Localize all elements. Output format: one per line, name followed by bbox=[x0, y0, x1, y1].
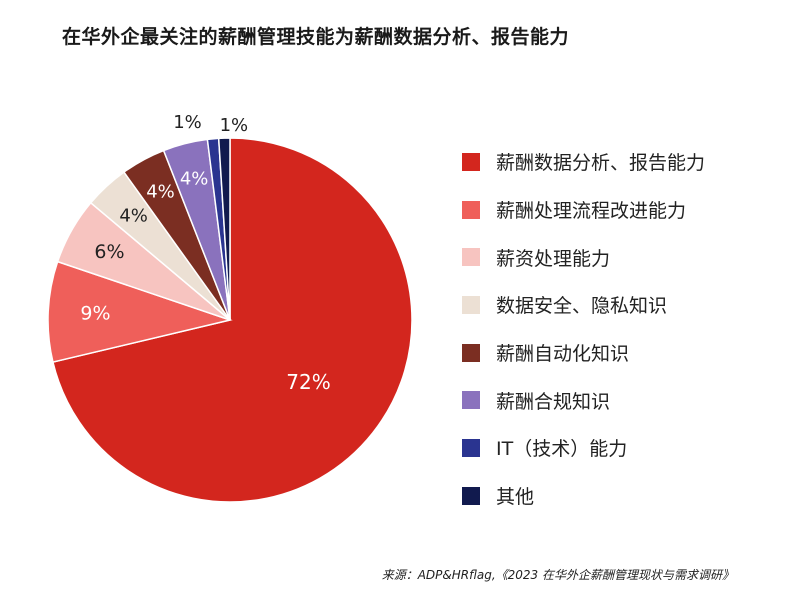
legend-swatch bbox=[462, 438, 480, 457]
pie-slice-8 bbox=[217, 137, 231, 321]
legend-swatch bbox=[462, 200, 480, 219]
pie-slice-2 bbox=[47, 260, 233, 363]
legend-label: 薪酬处理流程改进能力 bbox=[496, 200, 687, 223]
legend-swatch bbox=[462, 343, 480, 362]
legend-label: 数据安全、隐私知识 bbox=[496, 295, 668, 318]
legend-label: IT（技术）能力 bbox=[496, 438, 628, 461]
slice-label-2: 9% bbox=[80, 303, 110, 325]
legend-item-6: 薪酬合规知识 bbox=[462, 376, 705, 424]
legend-label: 薪资处理能力 bbox=[496, 247, 611, 270]
legend-label: 薪酬数据分析、报告能力 bbox=[496, 152, 706, 175]
legend-label: 薪酬合规知识 bbox=[496, 390, 611, 413]
slice-label-3: 6% bbox=[94, 241, 124, 263]
slice-label-1: 72% bbox=[286, 370, 330, 394]
legend-item-1: 薪酬数据分析、报告能力 bbox=[462, 138, 705, 186]
legend: 薪酬数据分析、报告能力 薪酬处理流程改进能力 薪资处理能力数据安全、隐私知识 薪酬自动… bbox=[462, 138, 705, 520]
chart-title: 在华外企最关注的薪酬管理技能为薪酬数据分析、报告能力 bbox=[62, 26, 570, 48]
slice-label-4: 4% bbox=[119, 205, 148, 226]
legend-item-4: 数据安全、隐私知识 bbox=[462, 281, 705, 329]
slice-label-5: 4% bbox=[146, 182, 175, 203]
slice-label-8: 1% bbox=[220, 115, 249, 136]
legend-swatch bbox=[462, 486, 480, 505]
legend-item-7: IT（技术）能力 bbox=[462, 424, 705, 472]
legend-label: 薪酬自动化知识 bbox=[496, 343, 630, 366]
legend-item-8: 其他 bbox=[462, 472, 705, 520]
slice-label-6: 4% bbox=[180, 168, 209, 189]
slice-label-7: 1% bbox=[173, 112, 202, 133]
legend-swatch bbox=[462, 152, 480, 171]
legend-swatch bbox=[462, 295, 480, 314]
legend-item-2: 薪酬处理流程改进能力 bbox=[462, 186, 705, 234]
legend-swatch bbox=[462, 248, 480, 267]
legend-swatch bbox=[462, 391, 480, 410]
legend-item-5: 薪酬自动化知识 bbox=[462, 329, 705, 377]
source-note: 来源：ADP&HRflag,《2023 在华外企薪酬管理现状与需求调研》 bbox=[381, 568, 734, 582]
legend-item-3: 薪资处理能力 bbox=[462, 233, 705, 281]
pie-slice-1 bbox=[52, 137, 413, 503]
legend-label: 其他 bbox=[496, 486, 535, 509]
